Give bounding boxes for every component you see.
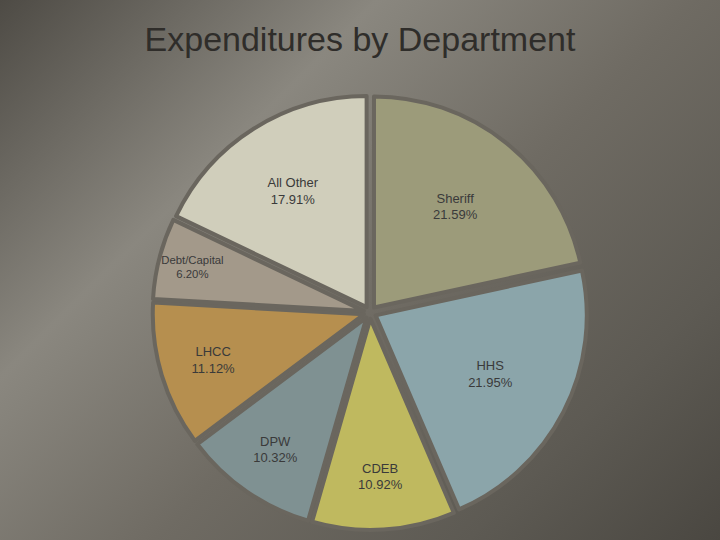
svg-text:LHCC11.12%: LHCC11.12% <box>192 344 236 376</box>
svg-text:All Other17.91%: All Other17.91% <box>268 175 319 207</box>
svg-text:DPW10.32%: DPW10.32% <box>253 434 298 466</box>
svg-text:CDEB10.92%: CDEB10.92% <box>358 461 403 493</box>
svg-text:Debt/Capital6.20%: Debt/Capital6.20% <box>161 254 223 281</box>
svg-text:Sheriff21.59%: Sheriff21.59% <box>433 191 478 223</box>
svg-text:Expenditures by Department: Expenditures by Department <box>145 20 576 58</box>
svg-text:HHS21.95%: HHS21.95% <box>468 358 513 390</box>
